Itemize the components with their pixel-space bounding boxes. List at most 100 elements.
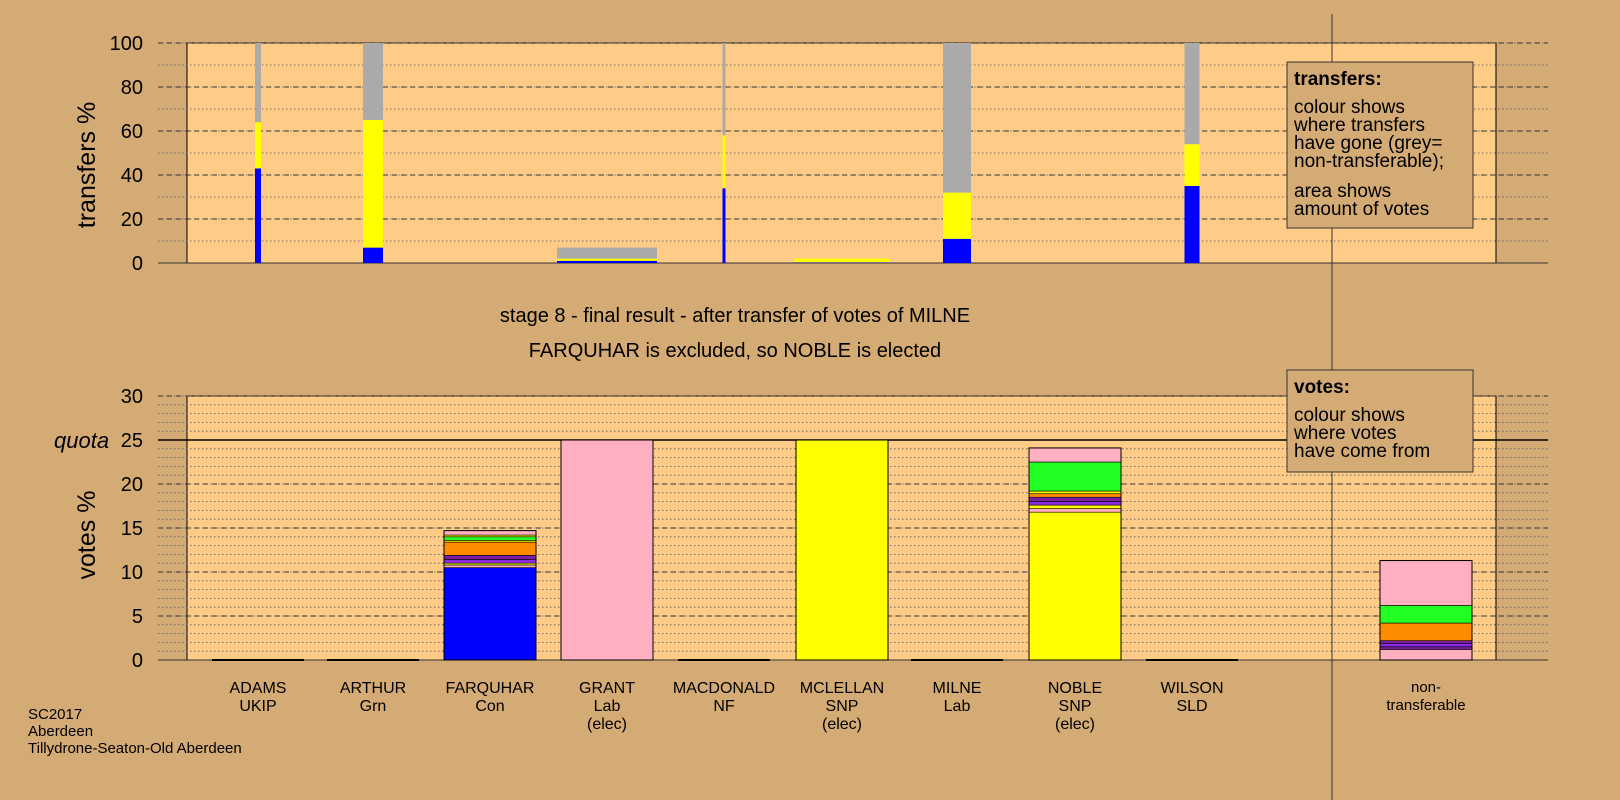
transfer-segment: [363, 247, 383, 263]
transfers-legend-line: colour shows: [1294, 97, 1405, 118]
transfers-legend: transfers: colour shows where transfers …: [1286, 61, 1474, 229]
y-tick-label: 20: [121, 474, 143, 496]
transfer-segment: [255, 43, 261, 123]
vote-bar-outline: [560, 439, 654, 661]
vote-segment: [1028, 496, 1122, 502]
transfer-segment: [1184, 186, 1200, 263]
vote-segment: [1379, 560, 1473, 606]
transfers-legend-line: amount of votes: [1294, 199, 1429, 220]
candidate-label: SLD: [1176, 698, 1207, 715]
y-tick-label: 100: [110, 33, 143, 55]
y-axis-label: votes %: [73, 491, 101, 580]
transfer-segment: [794, 262, 890, 263]
transfers-legend-line: have gone (grey=: [1294, 133, 1442, 154]
vote-segment: [1028, 501, 1122, 506]
candidate-label: Grn: [360, 698, 387, 715]
vote-segment: [560, 439, 654, 661]
candidate-label: MILNE: [933, 680, 982, 697]
vote-segment: [1379, 649, 1473, 661]
candidate-label: Lab: [594, 698, 621, 715]
vote-segment: [443, 541, 537, 556]
votes-legend: votes: colour shows where votes have com…: [1286, 369, 1474, 473]
transfer-segment: [1184, 43, 1200, 145]
candidate-label: ADAMS: [230, 680, 287, 697]
vote-segment: [795, 439, 889, 661]
transfer-segment: [557, 247, 657, 259]
vote-segment: [1028, 504, 1122, 509]
y-tick-label: 25: [121, 430, 143, 452]
candidate-label: MACDONALD: [673, 680, 775, 697]
vote-segment: [443, 536, 537, 541]
candidate-label: (elec): [1055, 716, 1095, 733]
candidate-label: GRANT: [579, 680, 635, 697]
transfers-legend-line: area shows: [1294, 181, 1391, 202]
y-tick-label: 0: [132, 253, 143, 275]
transfer-segment: [557, 258, 657, 261]
vote-segment: [443, 554, 537, 560]
transfer-segment: [943, 192, 971, 239]
candidate-label: UKIP: [239, 698, 276, 715]
transfers-legend-line: non-transferable);: [1294, 151, 1444, 172]
plot-area: [186, 42, 1497, 264]
transfer-segment: [722, 188, 726, 263]
nontransferable-label: non-: [1411, 679, 1441, 696]
y-tick-label: 0: [132, 650, 143, 672]
votes-legend-line: where votes: [1293, 423, 1396, 444]
y-tick-label: 80: [121, 77, 143, 99]
vote-bar-outline: [1028, 447, 1122, 661]
vote-bar-outline: [1379, 560, 1473, 661]
candidate-label: WILSON: [1160, 680, 1223, 697]
transfer-segment: [255, 168, 261, 263]
vote-segment: [1379, 646, 1473, 650]
transfer-segment: [794, 258, 890, 263]
transfers-legend-title: transfers:: [1294, 69, 1382, 90]
candidate-labels: ADAMSUKIPARTHURGrnFARQUHARConGRANTLab(el…: [230, 679, 1466, 733]
candidate-label: ARTHUR: [340, 680, 406, 697]
stage-subtitle: FARQUHAR is excluded, so NOBLE is electe…: [529, 340, 941, 362]
vote-segment: [443, 530, 537, 536]
votes-legend-line: have come from: [1294, 441, 1430, 462]
votes-legend-line: colour shows: [1294, 405, 1405, 426]
candidate-label: Con: [475, 698, 504, 715]
vote-segment: [1028, 508, 1122, 513]
transfer-segment: [722, 43, 726, 136]
y-tick-label: 10: [121, 562, 143, 584]
y-tick-label: 20: [121, 209, 143, 231]
vote-segment: [1028, 493, 1122, 498]
vote-segment: [443, 567, 537, 661]
vote-segment: [1028, 447, 1122, 463]
vote-segment: [1028, 461, 1122, 492]
vote-bar-outline: [443, 530, 537, 661]
candidate-label: NOBLE: [1048, 680, 1102, 697]
transfer-segment: [363, 43, 383, 120]
vote-segment: [1379, 622, 1473, 641]
vote-segment: [1379, 642, 1473, 648]
vote-bar-outline: [795, 439, 889, 661]
vote-segment: [443, 564, 537, 568]
candidate-label: Lab: [944, 698, 971, 715]
transfer-segment: [557, 260, 657, 263]
vote-segment: [1028, 511, 1122, 661]
vote-segment: [1028, 490, 1122, 494]
transfer-segment: [943, 43, 971, 193]
candidate-label: FARQUHAR: [446, 680, 535, 697]
transfer-segment: [943, 238, 971, 263]
vote-segment: [1379, 640, 1473, 644]
candidate-label: NF: [713, 698, 735, 715]
candidate-label: SNP: [826, 698, 859, 715]
stage-title: stage 8 - final result - after transfer …: [500, 305, 970, 327]
quota-label: quota: [54, 428, 109, 453]
y-tick-label: 30: [121, 386, 143, 408]
transfer-segment: [722, 135, 726, 189]
votes-chart: 0 5 10 15 20 25 30 votes % quota: [54, 386, 1548, 672]
vote-segment: [443, 559, 537, 564]
y-tick-label: 15: [121, 518, 143, 540]
transfers-chart: 0 20 40 60 80 100 transfers %: [73, 33, 1548, 275]
y-tick-label: 40: [121, 165, 143, 187]
footer-line: Aberdeen: [28, 723, 93, 740]
vote-segment: [1379, 605, 1473, 624]
y-tick-label: 60: [121, 121, 143, 143]
y-axis-label: transfers %: [73, 102, 101, 228]
candidate-label: MCLELLAN: [800, 680, 884, 697]
